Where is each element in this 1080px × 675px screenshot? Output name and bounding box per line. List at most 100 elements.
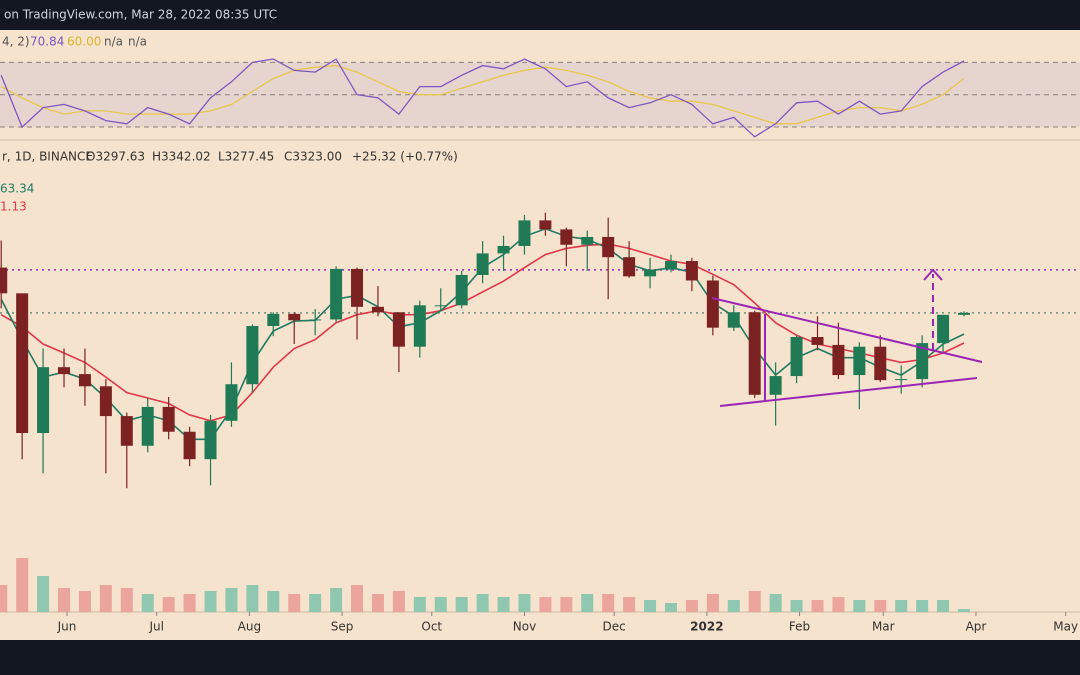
candle-body bbox=[623, 257, 636, 277]
candle-body bbox=[937, 314, 950, 344]
volume-bar bbox=[832, 597, 845, 612]
volume-bar bbox=[644, 600, 657, 612]
pattern-drawing bbox=[711, 268, 983, 407]
candle-body bbox=[120, 416, 133, 446]
volume-bar bbox=[790, 600, 803, 612]
rsi-ma-value: 60.00 bbox=[67, 35, 101, 49]
candle-body bbox=[58, 367, 71, 375]
trendline-upper bbox=[711, 297, 983, 363]
volume-bar bbox=[455, 597, 468, 612]
high-value: H3342.02 bbox=[152, 150, 211, 164]
volume-bar bbox=[539, 597, 552, 612]
candle-body bbox=[476, 253, 489, 275]
volume-bar bbox=[392, 591, 405, 612]
ma-long-value: 1.13 bbox=[0, 200, 27, 214]
candle-body bbox=[309, 319, 322, 321]
volume-bar bbox=[937, 600, 950, 612]
candle-body bbox=[78, 374, 91, 387]
candle-body bbox=[371, 306, 384, 313]
candle-body bbox=[330, 268, 343, 320]
volume-bar bbox=[37, 576, 50, 612]
candle-body bbox=[497, 245, 510, 254]
volume-bar bbox=[874, 600, 887, 612]
candle-body bbox=[706, 280, 719, 328]
volume-bar bbox=[727, 600, 740, 612]
candle-body bbox=[162, 406, 175, 432]
candle-body bbox=[0, 267, 8, 294]
trendline-lower bbox=[719, 377, 978, 407]
candle-body bbox=[434, 305, 447, 307]
volume-bar bbox=[434, 597, 447, 612]
candle-body bbox=[916, 343, 929, 380]
candle-body bbox=[539, 220, 552, 230]
volume-bar bbox=[895, 600, 908, 612]
volume-bar bbox=[225, 588, 238, 612]
candle-body bbox=[958, 312, 970, 315]
volume-bar bbox=[288, 594, 301, 612]
candle-body bbox=[727, 312, 740, 328]
top-bar bbox=[0, 0, 1080, 30]
candle-body bbox=[16, 293, 29, 433]
candle-body bbox=[225, 384, 238, 421]
candle-body bbox=[204, 420, 217, 460]
close-value: C3323.00 bbox=[284, 150, 342, 164]
candle-body bbox=[811, 337, 824, 345]
bottom-bar bbox=[0, 640, 1080, 675]
volume-bar bbox=[267, 591, 280, 612]
change-value: +25.32 (+0.77%) bbox=[352, 150, 458, 164]
volume-bar bbox=[78, 591, 91, 612]
volume-bar bbox=[330, 588, 343, 612]
candle-body bbox=[685, 261, 698, 281]
candle-body bbox=[413, 305, 426, 347]
volume-bar bbox=[769, 594, 782, 612]
x-tick-label: Jul bbox=[148, 620, 163, 634]
volume-bar bbox=[16, 558, 29, 612]
candle-body bbox=[874, 346, 887, 381]
x-tick-label: Feb bbox=[789, 620, 810, 634]
volume-bar bbox=[183, 594, 196, 612]
volume-bar bbox=[685, 600, 698, 612]
volume-bar bbox=[706, 594, 719, 612]
candle-body bbox=[455, 274, 468, 306]
candle-body bbox=[183, 431, 196, 460]
candle-body bbox=[644, 269, 657, 277]
candle-body bbox=[748, 312, 761, 395]
volume-bar bbox=[518, 594, 531, 612]
volume-bar bbox=[413, 597, 426, 612]
volume-bar bbox=[58, 588, 71, 612]
volume-bar bbox=[99, 585, 112, 612]
volume-bar bbox=[602, 594, 615, 612]
x-tick-label: Nov bbox=[513, 620, 536, 634]
volume-bar bbox=[664, 603, 677, 612]
candle-body bbox=[581, 236, 594, 245]
ma-short-value: 63.34 bbox=[0, 182, 34, 196]
volume-bar bbox=[748, 591, 761, 612]
volume-bar bbox=[246, 585, 259, 612]
volume-bar bbox=[811, 600, 824, 612]
candle-body bbox=[267, 313, 280, 327]
candle-body bbox=[246, 326, 259, 385]
price-legend: r, 1D, BINANCE O3297.63 H3342.02 L3277.4… bbox=[0, 150, 458, 214]
rsi-value: 70.84 bbox=[30, 35, 64, 49]
rsi-params: 4, 2) bbox=[2, 35, 30, 49]
candle-body bbox=[37, 367, 50, 433]
volume-bar bbox=[162, 597, 175, 612]
rsi-ma-line bbox=[0, 64, 965, 125]
candle-body bbox=[351, 268, 364, 307]
plot bbox=[0, 58, 1080, 612]
x-tick-label: Dec bbox=[603, 620, 626, 634]
volume-bar bbox=[497, 597, 510, 612]
candle-body bbox=[392, 312, 405, 347]
rsi-line bbox=[0, 58, 965, 138]
header-text: on TradingView.com, Mar 28, 2022 08:35 U… bbox=[4, 8, 277, 22]
rsi-upper: n/a bbox=[104, 35, 123, 49]
volume-bar bbox=[120, 588, 133, 612]
volume-bar bbox=[141, 594, 154, 612]
candle-body bbox=[832, 344, 845, 376]
volume-bar bbox=[958, 609, 970, 612]
rsi-lower: n/a bbox=[128, 35, 147, 49]
volume-bar bbox=[0, 585, 8, 612]
candle-body bbox=[790, 337, 803, 377]
